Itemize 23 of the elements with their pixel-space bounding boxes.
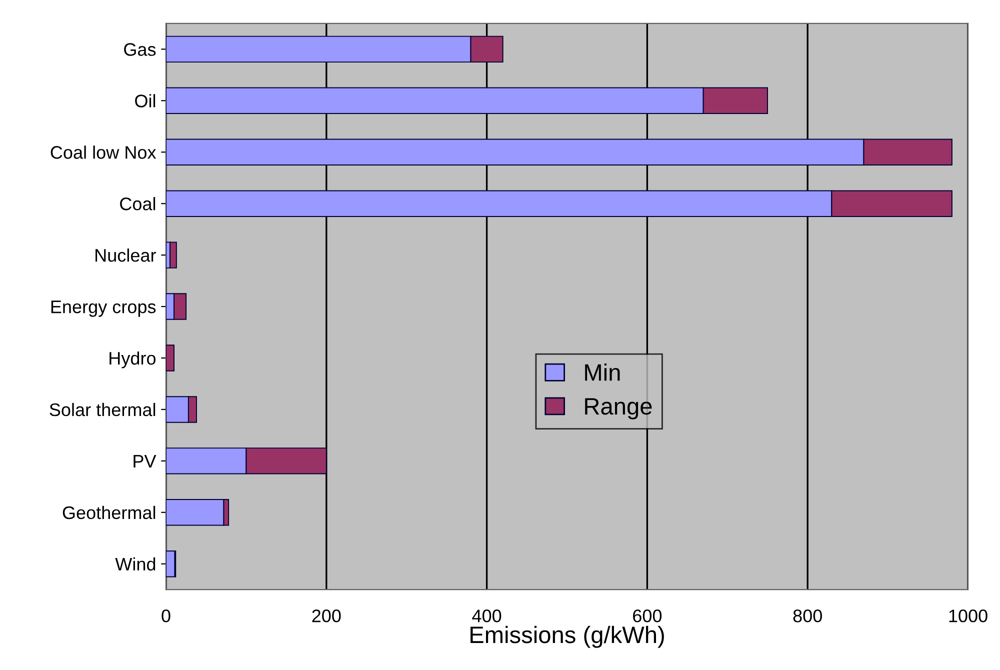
x-tick-label: 1000 [949, 610, 988, 622]
y-tick-label: Coal [120, 197, 156, 210]
x-axis-title: Emissions (g/kWh) [470, 626, 664, 648]
x-tick-label: 600 [633, 610, 662, 622]
y-tick-label: Gas [124, 43, 156, 56]
y-tick-label: Hydro [110, 351, 156, 368]
y-tick-label: Oil [135, 94, 156, 108]
legend-label: Range [585, 398, 652, 420]
bar [166, 550, 176, 578]
y-tick-label: PV [134, 455, 156, 468]
x-tick-label: 200 [312, 610, 341, 622]
y-tick-label: Geothermal [62, 506, 156, 520]
y-tick-label: Coal low Nox [50, 146, 156, 159]
y-tick-label: Nuclear [96, 248, 156, 262]
bar [170, 242, 177, 268]
y-tick-label: Energy crops [51, 300, 156, 317]
legend-label: Min [585, 364, 620, 381]
x-tick-label: 0 [162, 610, 170, 622]
x-tick-label: 800 [793, 610, 822, 622]
y-tick-label: Solar thermal [50, 402, 156, 416]
y-tick-label: Wind [115, 557, 156, 571]
x-tick-label: 400 [472, 610, 502, 622]
bar [166, 344, 175, 372]
